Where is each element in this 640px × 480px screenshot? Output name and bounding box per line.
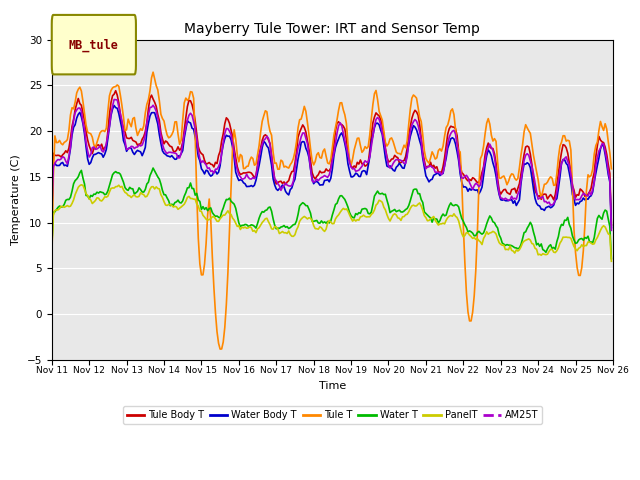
Legend: Tule Body T, Water Body T, Tule T, Water T, PanelT, AM25T: Tule Body T, Water Body T, Tule T, Water… <box>123 406 542 424</box>
X-axis label: Time: Time <box>319 381 346 391</box>
Text: MB_tule: MB_tule <box>69 38 119 52</box>
Y-axis label: Temperature (C): Temperature (C) <box>11 155 21 245</box>
FancyBboxPatch shape <box>52 15 136 74</box>
Title: Mayberry Tule Tower: IRT and Sensor Temp: Mayberry Tule Tower: IRT and Sensor Temp <box>184 22 480 36</box>
